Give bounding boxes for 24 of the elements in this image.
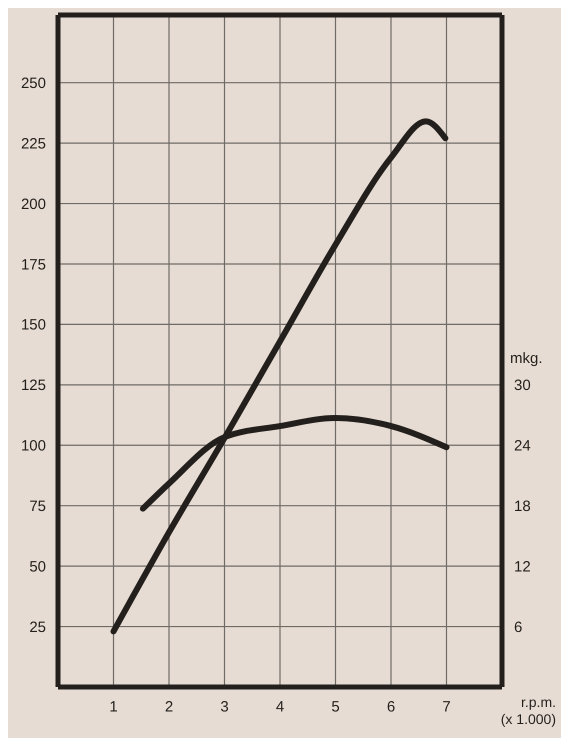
- y-tick-label: 50: [29, 558, 46, 576]
- y-tick-label: 200: [20, 196, 46, 213]
- y-tick-label: 125: [20, 377, 46, 394]
- y2-tick-label: 6: [514, 618, 522, 636]
- y-tick-label: 100: [20, 438, 46, 455]
- y2-axis-title: mkg.: [510, 350, 543, 367]
- x-tick-label: 3: [220, 698, 229, 716]
- y2-tick-label: 12: [514, 558, 531, 576]
- x-tick-label: 2: [164, 698, 174, 716]
- y-tick-label: 250: [20, 75, 46, 92]
- x-tick-label: 6: [386, 698, 396, 716]
- y-tick-label: 25: [29, 618, 46, 636]
- x-tick-label: 5: [331, 698, 340, 716]
- y2-tick-label: 24: [514, 438, 531, 455]
- x-tick-label: 4: [276, 698, 284, 716]
- y2-tick-label: 30: [514, 377, 531, 394]
- x-tick-label: 7: [442, 698, 451, 716]
- y2-tick-label: 18: [514, 498, 531, 515]
- y-tick-label: 75: [29, 498, 46, 516]
- x-tick-label: 1: [109, 698, 118, 716]
- y-tick-label: 225: [20, 135, 46, 152]
- y-tick-label: 150: [20, 316, 46, 334]
- y-tick-label: 175: [20, 256, 46, 274]
- x-axis-title: r.p.m. (x 1.000): [500, 694, 556, 727]
